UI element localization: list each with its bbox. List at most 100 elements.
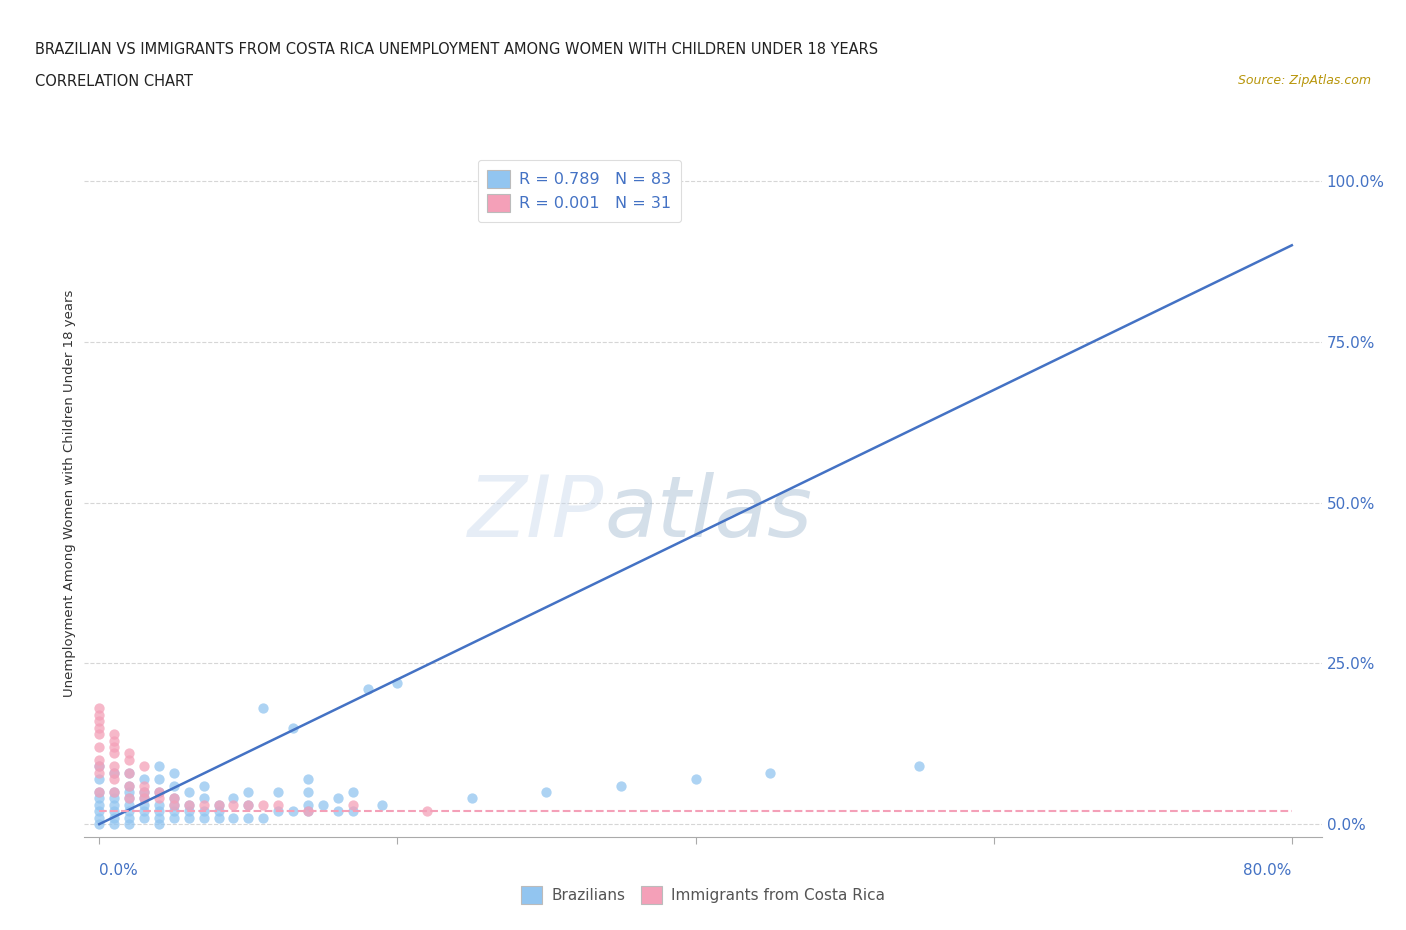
Point [118,752,141,767]
Point [148,791,170,806]
Point [297,772,319,787]
Text: ZIP: ZIP [468,472,605,555]
Point [148,785,170,800]
Point [297,797,319,812]
Point [103,733,125,748]
Point [89,759,111,774]
Point [281,804,304,818]
Point [342,797,364,812]
Point [89,752,111,767]
Point [132,772,155,787]
Point [371,797,394,812]
Point [238,810,260,825]
Point [89,701,111,716]
Point [297,785,319,800]
Point [89,708,111,723]
Point [118,797,141,812]
Point [326,791,349,806]
Point [163,778,186,793]
Point [163,804,186,818]
Point [103,765,125,780]
Point [177,797,200,812]
Point [163,797,186,812]
Point [89,726,111,741]
Point [177,785,200,800]
Point [132,804,155,818]
Point [193,791,215,806]
Point [89,759,111,774]
Point [281,720,304,735]
Point [193,804,215,818]
Point [89,720,111,735]
Point [132,810,155,825]
Point [326,804,349,818]
Point [177,797,200,812]
Point [118,785,141,800]
Point [297,804,319,818]
Point [132,785,155,800]
Point [148,817,170,831]
Point [267,797,290,812]
Point [89,739,111,754]
Text: CORRELATION CHART: CORRELATION CHART [35,74,193,89]
Point [103,746,125,761]
Point [536,785,558,800]
Point [610,778,633,793]
Point [148,772,170,787]
Point [238,797,260,812]
Point [387,675,409,690]
Point [685,772,707,787]
Point [356,682,378,697]
Point [118,765,141,780]
Point [163,797,186,812]
Point [103,817,125,831]
Point [103,804,125,818]
Point [252,701,274,716]
Point [342,785,364,800]
Point [759,765,782,780]
Legend: Brazilians, Immigrants from Costa Rica: Brazilians, Immigrants from Costa Rica [513,878,893,911]
Point [908,759,931,774]
Point [193,797,215,812]
Point [163,810,186,825]
Point [103,785,125,800]
Point [103,772,125,787]
Point [163,765,186,780]
Point [148,804,170,818]
Point [103,810,125,825]
Text: 0.0%: 0.0% [100,863,138,878]
Point [148,810,170,825]
Point [118,804,141,818]
Point [89,804,111,818]
Point [103,759,125,774]
Text: BRAZILIAN VS IMMIGRANTS FROM COSTA RICA UNEMPLOYMENT AMONG WOMEN WITH CHILDREN U: BRAZILIAN VS IMMIGRANTS FROM COSTA RICA … [35,42,879,57]
Point [132,791,155,806]
Y-axis label: Unemployment Among Women with Children Under 18 years: Unemployment Among Women with Children U… [63,289,76,697]
Text: atlas: atlas [605,472,813,555]
Point [89,797,111,812]
Point [207,797,229,812]
Legend: R = 0.789   N = 83, R = 0.001   N = 31: R = 0.789 N = 83, R = 0.001 N = 31 [478,160,681,222]
Point [118,746,141,761]
Point [89,810,111,825]
Point [89,772,111,787]
Text: 80.0%: 80.0% [1243,863,1292,878]
Text: Source: ZipAtlas.com: Source: ZipAtlas.com [1237,74,1371,87]
Point [297,804,319,818]
Point [132,797,155,812]
Point [177,804,200,818]
Point [89,791,111,806]
Point [118,791,141,806]
Point [148,785,170,800]
Point [103,726,125,741]
Point [252,797,274,812]
Point [163,791,186,806]
Point [342,804,364,818]
Point [132,759,155,774]
Point [193,778,215,793]
Point [207,797,229,812]
Point [103,791,125,806]
Point [118,817,141,831]
Point [222,810,245,825]
Point [207,804,229,818]
